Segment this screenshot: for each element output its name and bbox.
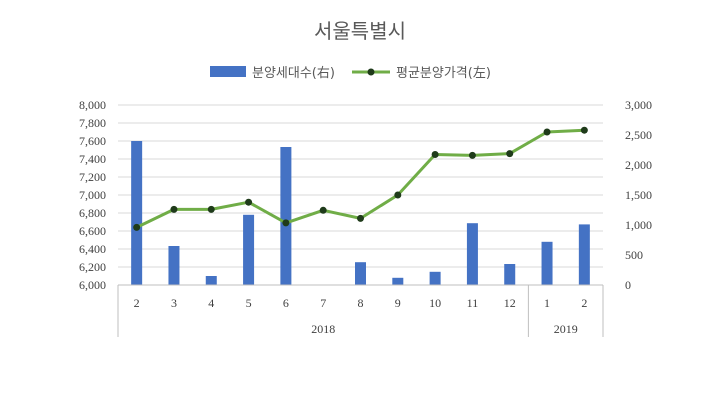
bar: [205, 276, 217, 285]
x-tick-label: 2: [581, 296, 587, 310]
price-marker: [357, 214, 364, 222]
price-marker: [207, 205, 215, 213]
price-marker: [133, 223, 141, 231]
x-tick-label: 6: [283, 296, 289, 310]
bar: [243, 214, 255, 285]
bar: [280, 147, 292, 285]
y-left-tick-label: 6,600: [79, 224, 106, 238]
bar: [541, 241, 553, 285]
y-right-tick-label: 1,000: [625, 218, 652, 232]
legend-line-label: 평균분양가격(左): [396, 66, 491, 81]
y-left-tick-label: 6,200: [79, 260, 106, 274]
y-right-tick-label: 1,500: [625, 188, 652, 202]
x-tick-label: 11: [467, 296, 479, 310]
x-tick-label: 5: [246, 296, 252, 310]
bar: [504, 264, 516, 285]
y-left-tick-label: 7,800: [79, 116, 106, 130]
y-right-tick-label: 0: [625, 278, 631, 292]
x-tick-label: 10: [429, 296, 441, 310]
axes: 6,000 6,200 6,400 6,600 6,800 7,000 7,200 7,400…: [79, 98, 652, 337]
y-left-tick-label: 7,600: [79, 134, 106, 148]
price-marker: [580, 126, 588, 134]
bar: [429, 271, 441, 285]
bar: [466, 223, 478, 285]
legend-line-marker: [367, 68, 375, 76]
y-left-tick-label: 6,400: [79, 242, 106, 256]
price-marker: [282, 219, 290, 227]
y-right-tick-label: 2,500: [625, 128, 652, 142]
x-tick-label: 3: [171, 296, 177, 310]
bar-series: [131, 141, 590, 285]
price-marker: [468, 151, 476, 159]
y-left-tick-label: 7,200: [79, 170, 106, 184]
legend: 분양세대수(右) 평균분양가격(左): [210, 66, 491, 81]
price-marker: [245, 198, 253, 206]
line-series: [133, 126, 588, 231]
bar: [131, 141, 143, 285]
price-marker: [543, 128, 551, 136]
x-tick-label: 4: [208, 296, 214, 310]
chart-title: 서울특별시: [314, 19, 406, 43]
x-group-label: 2018: [311, 322, 335, 336]
y-right-tick-label: 2,000: [625, 158, 652, 172]
legend-bar-label: 분양세대수(右): [252, 66, 335, 81]
y-right-tick-label: 3,000: [625, 98, 652, 112]
bar: [168, 246, 180, 285]
price-marker: [506, 150, 514, 158]
legend-bar-swatch: [210, 66, 246, 77]
x-tick-label: 12: [504, 296, 516, 310]
bar: [578, 224, 590, 285]
price-marker: [319, 206, 327, 214]
price-marker: [394, 191, 402, 199]
y-right-tick-label: 500: [625, 248, 643, 262]
y-left-tick-label: 7,400: [79, 152, 106, 166]
y-left-tick-label: 6,800: [79, 206, 106, 220]
bar: [355, 262, 366, 285]
x-tick-label: 8: [358, 296, 364, 310]
bar: [392, 277, 404, 285]
gridlines: [118, 104, 603, 268]
x-tick-label: 9: [395, 296, 401, 310]
y-left-tick-label: 6,000: [79, 278, 106, 292]
x-group-label: 2019: [554, 322, 578, 336]
price-marker: [431, 151, 439, 158]
x-tick-label: 7: [320, 296, 326, 310]
y-left-tick-label: 8,000: [79, 98, 106, 112]
price-marker: [170, 205, 178, 213]
x-tick-label: 1: [544, 296, 550, 310]
y-left-tick-label: 7,000: [79, 188, 106, 202]
x-tick-label: 2: [134, 296, 140, 310]
